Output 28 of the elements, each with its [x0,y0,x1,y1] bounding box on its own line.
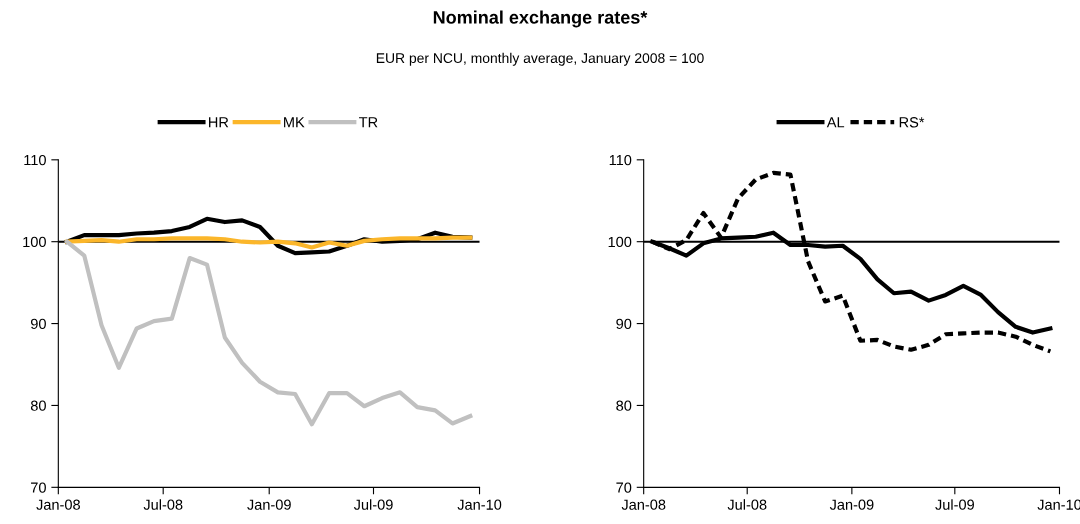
y-tick-label: 100 [23,236,46,248]
x-tick-label: Jan-09 [247,499,291,510]
y-tick-label: 70 [31,482,46,493]
legend-label: AL [826,117,845,128]
x-tick-label: Jul-09 [935,499,974,510]
x-tick-label: Jan-08 [36,499,80,510]
y-tick-label: 80 [30,400,46,411]
line-series [64,235,473,250]
x-tick-label: Jul-08 [143,499,183,510]
y-tick-label: 80 [616,400,632,411]
legend-label: HR [209,117,229,128]
legend-label: TR [359,117,378,128]
x-tick-label: Jan-10 [457,499,502,510]
x-tick-label: Jul-09 [353,499,393,510]
y-tick-label: 90 [30,318,46,329]
y-tick-label: 100 [608,236,632,248]
y-tick-label: 70 [616,482,632,493]
x-tick-label: Jan-08 [621,499,666,510]
x-tick-label: Jul-08 [727,499,767,510]
text: EUR per NCU, monthly average, January 2008 = 100 [376,52,704,66]
text: Nominal exchange rates* [433,10,648,28]
legend-label: MK [284,117,305,128]
line-series [64,239,473,427]
x-tick-label: Jan-09 [829,499,874,510]
legend-label: RS* [899,117,925,128]
y-tick-label: 90 [616,318,632,329]
y-tick-label: 110 [609,154,632,166]
y-tick-label: 110 [24,154,46,166]
